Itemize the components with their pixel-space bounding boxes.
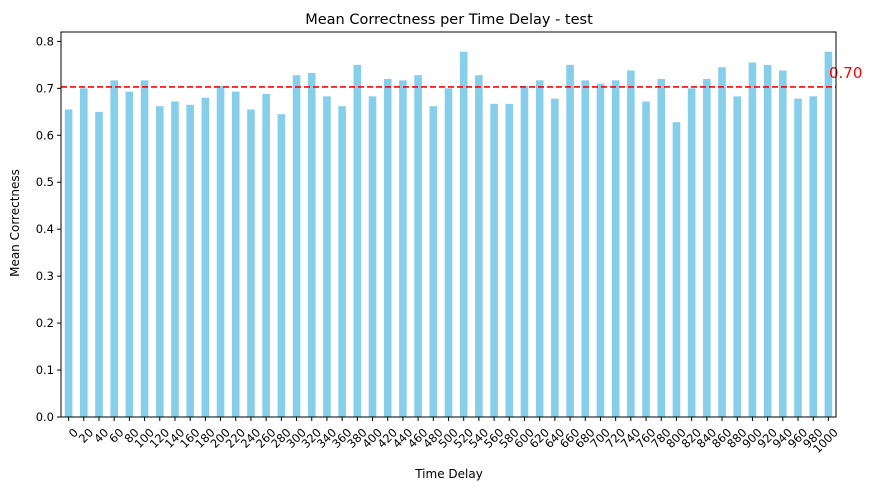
y-tick-label: 0.0	[36, 410, 54, 424]
bar-720	[611, 80, 620, 418]
reference-line-label: 0.70	[829, 64, 862, 82]
bar-600	[520, 85, 529, 418]
bar-0	[64, 109, 73, 417]
bar-860	[718, 67, 726, 418]
bar-540	[475, 75, 483, 417]
bar-680	[581, 80, 590, 418]
bar-80	[125, 91, 134, 417]
bar-40	[95, 111, 103, 417]
bar-380	[353, 64, 362, 418]
bar-920	[763, 64, 772, 418]
bar-400	[368, 96, 377, 417]
y-axis-title: Mean Correctness	[8, 169, 22, 277]
bar-620	[535, 80, 544, 418]
bar-460	[414, 75, 422, 417]
y-tick-label: 0.8	[36, 34, 54, 48]
plot-frame	[60, 31, 837, 418]
x-axis: 0204060801001201401601802002202402602803…	[66, 417, 841, 456]
bar-260	[262, 93, 270, 417]
bar-420	[383, 78, 392, 417]
bar-480	[429, 106, 438, 418]
y-tick-label: 0.2	[36, 316, 54, 330]
bar-800	[672, 122, 681, 418]
y-axis: 0.0 0.1 0.2 0.3 0.4 0.5 0.6 0.7 0.8	[36, 34, 61, 424]
y-tick-label: 0.7	[36, 81, 54, 95]
bar-60	[110, 80, 118, 418]
bar-120	[155, 106, 164, 418]
bar-300	[292, 75, 301, 417]
bar-640	[551, 98, 559, 418]
bar-140	[171, 101, 179, 418]
bar-200	[216, 85, 225, 418]
bar-440	[399, 80, 407, 418]
bar-240	[247, 109, 255, 417]
bar-1000	[824, 51, 833, 417]
bar-560	[490, 103, 498, 418]
bar-340	[323, 96, 331, 417]
bar-320	[307, 72, 316, 417]
bar-520	[459, 51, 468, 417]
bar-360	[338, 106, 346, 418]
bar-20	[79, 88, 88, 417]
y-tick-label: 0.6	[36, 128, 54, 142]
y-tick-label: 0.5	[36, 175, 54, 189]
reference-line-group: 0.70	[61, 64, 862, 88]
x-axis-title: Time Delay	[414, 467, 483, 481]
bar-580	[505, 103, 514, 418]
bar-980	[809, 96, 818, 417]
bar-220	[231, 91, 240, 417]
bar-780	[657, 78, 666, 417]
y-tick-label: 0.1	[36, 363, 54, 377]
bars-group	[64, 51, 833, 418]
y-tick-label: 0.4	[36, 222, 54, 236]
bar-740	[627, 70, 635, 417]
bar-500	[444, 88, 453, 417]
bar-660	[566, 64, 574, 418]
bar-280	[277, 114, 286, 417]
y-tick-label: 0.3	[36, 269, 54, 283]
bar-820	[687, 88, 696, 417]
bar-100	[140, 80, 149, 418]
bar-840	[703, 78, 711, 417]
bar-960	[794, 98, 802, 418]
bar-940	[779, 70, 787, 417]
bar-180	[201, 97, 210, 418]
bar-160	[186, 104, 194, 418]
bar-700	[596, 83, 605, 418]
bar-900	[748, 62, 757, 418]
bar-880	[733, 96, 742, 417]
bar-760	[642, 101, 650, 418]
chart-title: Mean Correctness per Time Delay - test	[305, 12, 593, 28]
